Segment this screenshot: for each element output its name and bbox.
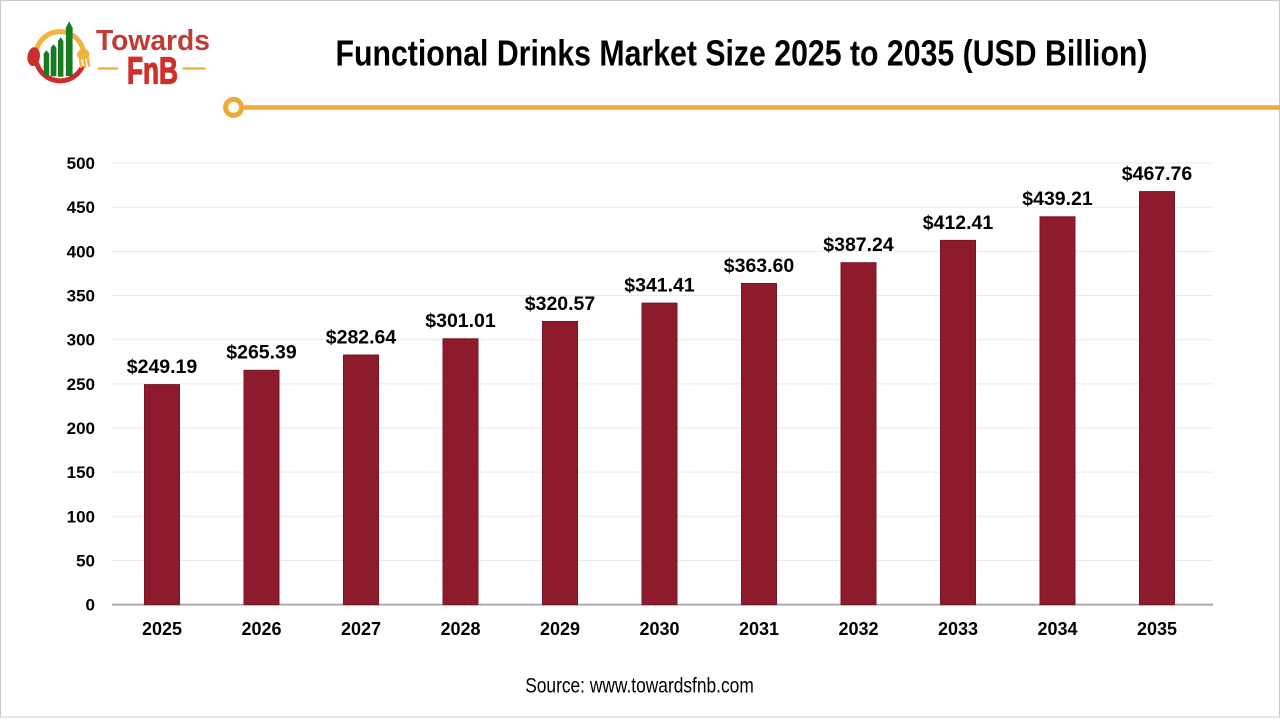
svg-text:$387.24: $387.24 bbox=[823, 235, 894, 256]
svg-text:350: 350 bbox=[67, 287, 95, 306]
svg-text:$320.57: $320.57 bbox=[525, 294, 596, 315]
svg-text:2025: 2025 bbox=[142, 619, 182, 639]
svg-text:$282.64: $282.64 bbox=[326, 327, 397, 348]
svg-text:$341.41: $341.41 bbox=[624, 276, 695, 297]
svg-text:$363.60: $363.60 bbox=[724, 256, 795, 277]
svg-text:FnB: FnB bbox=[127, 51, 178, 93]
svg-text:$265.39: $265.39 bbox=[226, 343, 297, 364]
svg-text:2026: 2026 bbox=[241, 619, 281, 639]
svg-text:2033: 2033 bbox=[938, 619, 978, 639]
svg-text:300: 300 bbox=[67, 331, 95, 350]
svg-text:Towards: Towards bbox=[96, 25, 210, 57]
svg-text:Functional Drinks Market Size: Functional Drinks Market Size 2025 to 20… bbox=[336, 32, 1148, 73]
svg-text:$249.19: $249.19 bbox=[127, 357, 198, 378]
svg-text:2029: 2029 bbox=[540, 619, 580, 639]
svg-text:2031: 2031 bbox=[739, 619, 779, 639]
svg-text:2028: 2028 bbox=[440, 619, 480, 639]
svg-text:50: 50 bbox=[76, 552, 95, 571]
svg-text:0: 0 bbox=[86, 596, 95, 615]
svg-text:2027: 2027 bbox=[341, 619, 381, 639]
svg-text:2034: 2034 bbox=[1037, 619, 1077, 639]
svg-text:Source: www.towardsfnb.com: Source: www.towardsfnb.com bbox=[525, 674, 754, 697]
svg-text:2035: 2035 bbox=[1137, 619, 1177, 639]
svg-text:100: 100 bbox=[67, 507, 95, 526]
svg-text:450: 450 bbox=[67, 198, 95, 217]
svg-text:$467.76: $467.76 bbox=[1122, 164, 1193, 185]
svg-text:200: 200 bbox=[67, 419, 95, 438]
svg-text:$301.01: $301.01 bbox=[425, 311, 496, 332]
svg-text:2032: 2032 bbox=[838, 619, 878, 639]
svg-text:$412.41: $412.41 bbox=[923, 213, 994, 234]
svg-text:150: 150 bbox=[67, 463, 95, 482]
svg-text:500: 500 bbox=[67, 154, 95, 173]
svg-text:$439.21: $439.21 bbox=[1022, 189, 1093, 210]
svg-text:400: 400 bbox=[67, 242, 95, 261]
svg-text:2030: 2030 bbox=[639, 619, 679, 639]
svg-text:250: 250 bbox=[67, 375, 95, 394]
